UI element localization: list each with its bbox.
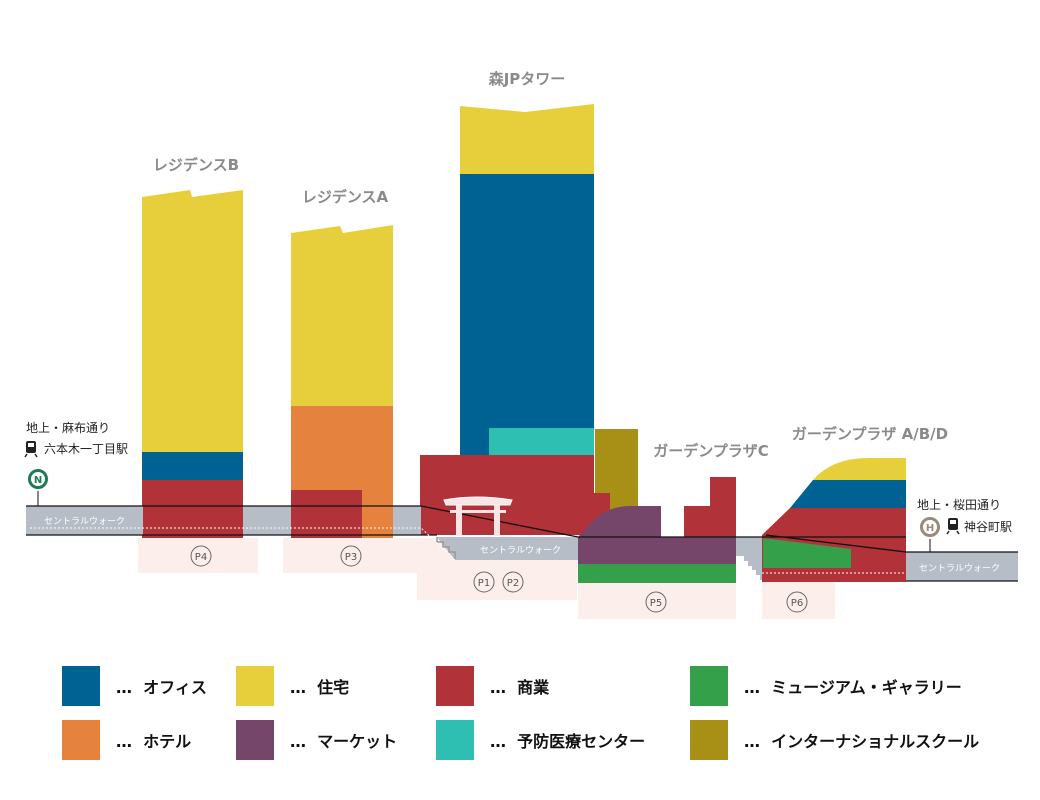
cross-section-diagram: レジデンスB レジデンスA 森JPタワー ガーデンプラザC ガーデンプラザ A/… [24,70,1018,619]
legend-label-residential: 住宅 [317,678,350,697]
legend-item-residential: … 住宅 [236,666,349,706]
parking-badge-p3: P3 [340,545,362,567]
market-lower-band [578,537,736,564]
mori-jp-tower-label: 森JPタワー [489,70,566,88]
residence-b-commercial [142,480,243,538]
legend-prefix: … [116,678,132,697]
garden-plaza-abd-residential [813,458,906,480]
legend-swatch-residential [236,666,274,706]
museum-p5-band [578,564,736,583]
svg-text:P4: P4 [195,552,207,563]
parking-badge-p5: P5 [645,591,667,613]
legend-label-office: オフィス [143,678,207,697]
legend-label-clinic: 予防医療センター [517,732,646,751]
legend-label-hotel: ホテル [143,732,192,751]
garden-plaza-c-market [578,506,661,537]
svg-text:P5: P5 [650,598,662,609]
parking-badge-p4: P4 [190,545,212,567]
parking-area-p5 [578,580,736,619]
svg-text:P1: P1 [478,578,490,589]
residence-a-label: レジデンスA [302,188,389,206]
legend-swatch-commercial [436,666,474,706]
mori-jp-tower-office [460,174,594,456]
legend-label-museum: ミュージアム・ギャラリー [771,678,962,697]
train-icon-right [946,518,960,535]
exit-n-inner [31,472,45,486]
parking-badge-p1: P1 [473,571,495,593]
legend-swatch-clinic [436,720,474,760]
walkway-right [906,552,1018,581]
parking-area-p4 [138,538,258,573]
legend-swatch-school [690,720,728,760]
exit-h-badge-letter: H [926,523,934,534]
walkway-left [26,506,143,535]
legend-prefix: … [744,732,760,751]
legend-prefix: … [490,678,506,697]
legend-prefix: … [116,732,132,751]
legend-swatch-office [62,666,100,706]
garden-plaza-abd-label: ガーデンプラザ A/B/D [792,425,948,443]
mori-jp-tower-clinic [489,428,594,455]
walkway-seg-1 [243,506,291,535]
garden-plaza-abd-office [790,480,906,508]
legend-swatch-market [236,720,274,760]
legend-item-school: … インターナショナルスクール [690,720,979,760]
legend-item-commercial: … 商業 [436,666,549,706]
residence-a-commercial [291,490,362,538]
legend: … オフィス … 住宅 … 商業 … ミュージアム・ギャラリー … ホテル … … [62,666,1022,766]
walkway-label-center: セントラルウォーク [480,545,561,556]
street-right-line1: 地上・桜田通り [917,498,1001,512]
legend-label-school: インターナショナルスクール [771,732,980,751]
legend-prefix: … [290,678,306,697]
residence-b-label: レジデンスB [153,156,239,174]
legend-item-hotel: … ホテル [62,720,191,760]
legend-item-clinic: … 予防医療センター [436,720,645,760]
parking-area-p6 [762,580,835,619]
parking-badge-p6: P6 [786,591,808,613]
walkway-label-right: セントラルウォーク [919,563,1000,574]
exit-n-badge-letter: N [34,475,42,486]
exit-h-inner [923,520,937,534]
street-left-line1: 地上・麻布通り [26,420,110,435]
mori-jp-tower-residential [460,104,594,174]
garden-plaza-abd-museum [763,538,851,568]
stairs-left [436,537,456,560]
legend-item-museum: … ミュージアム・ギャラリー [690,666,962,706]
garden-plaza-c-label: ガーデンプラザC [653,442,769,460]
legend-prefix: … [290,732,306,751]
parking-badge-p2: P2 [502,571,524,593]
legend-item-market: … マーケット [236,720,397,760]
torii-gate-icon [443,496,513,536]
legend-item-office: … オフィス [62,666,207,706]
residence-b-residential [142,190,243,452]
legend-swatch-hotel [62,720,100,760]
legend-prefix: … [744,678,760,697]
walkway-stairs [736,537,762,580]
parking-area-p3 [283,538,418,573]
street-left-line2: 六本木一丁目駅 [44,442,128,456]
walkway-seg-2 [393,506,421,535]
svg-text:P3: P3 [345,552,357,563]
residence-a-residential [291,225,393,406]
legend-prefix: … [490,732,506,751]
svg-text:P6: P6 [791,598,803,609]
train-icon-left [24,441,38,458]
walkway-label-left: セントラルウォーク [44,516,125,527]
ground-line-east [765,534,1018,553]
legend-label-market: マーケット [317,732,398,751]
street-right-line2: 神谷町駅 [964,520,1012,534]
legend-label-commercial: 商業 [517,678,550,697]
residence-b-office [142,452,243,480]
walkway-center [437,537,578,560]
svg-text:P2: P2 [507,578,519,589]
garden-plaza-c-commercial [684,477,736,537]
legend-swatch-museum [690,666,728,706]
